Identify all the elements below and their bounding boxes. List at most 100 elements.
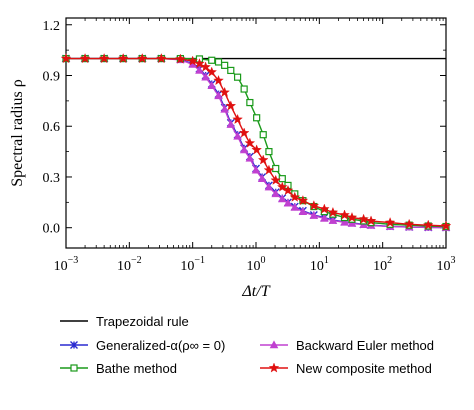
data-point <box>194 58 205 69</box>
data-point <box>309 210 319 219</box>
legend-entry: New composite method <box>260 361 432 376</box>
data-point <box>276 181 288 192</box>
data-point <box>257 174 267 182</box>
legend-entry: Backward Euler method <box>260 338 434 353</box>
data-point <box>263 164 275 175</box>
legend-label: Backward Euler method <box>296 338 434 353</box>
data-point <box>290 202 300 211</box>
x-tick-label: 103 <box>437 255 456 274</box>
y-axis-title: Spectral radius ρ <box>9 79 26 187</box>
legend-entry: Trapezoidal rule <box>60 314 189 329</box>
data-point <box>201 72 210 81</box>
data-point <box>214 58 223 66</box>
data-point <box>214 91 223 100</box>
data-point <box>384 217 396 228</box>
data-point <box>207 81 217 89</box>
data-point <box>340 217 349 226</box>
x-tick-label: 101 <box>310 255 329 274</box>
legend-swatch-marker <box>269 340 279 349</box>
data-point <box>239 145 249 154</box>
data-point <box>213 74 224 86</box>
data-point <box>259 131 267 139</box>
data-point <box>117 53 129 64</box>
data-point <box>195 65 204 74</box>
x-tick-label: 10−1 <box>180 255 205 274</box>
data-point <box>358 213 369 224</box>
data-point <box>232 113 243 124</box>
data-point <box>240 85 248 93</box>
plot-frame <box>65 17 447 249</box>
plot-area: 10−3 10−2 10−1 100 101 102 103 0.0 0.3 0.6 0.9 1.2 Δ… <box>9 17 456 300</box>
data-point <box>238 127 250 138</box>
data-point <box>297 195 309 206</box>
data-point <box>220 104 229 113</box>
y-tick-label: 0.3 <box>43 171 61 186</box>
data-point <box>270 174 282 185</box>
data-point <box>319 203 330 214</box>
x-tick-label: 10−3 <box>54 255 79 274</box>
data-point <box>271 189 281 198</box>
legend-swatch-marker <box>268 362 280 373</box>
series-line <box>66 57 447 229</box>
legend-swatch-marker <box>70 341 78 349</box>
y-tick-label: 0.6 <box>43 120 61 135</box>
data-point <box>257 154 269 165</box>
legend-label: Generalized-α(ρ∞ = 0) <box>96 338 225 353</box>
data-point <box>225 100 237 111</box>
data-point <box>283 198 293 207</box>
data-point <box>208 56 216 64</box>
data-point <box>339 209 350 220</box>
data-point <box>264 182 274 191</box>
data-point <box>403 218 415 229</box>
series-3 <box>62 54 450 231</box>
legend: Trapezoidal rule Generalized-α(ρ∞ = 0) Bat… <box>60 314 434 376</box>
data-point <box>246 98 254 107</box>
data-point <box>233 131 242 140</box>
data-point <box>308 200 320 211</box>
data-point <box>440 220 452 231</box>
data-point <box>233 73 242 81</box>
data-point <box>200 61 211 72</box>
data-point <box>206 66 218 77</box>
data-point <box>244 137 256 148</box>
data-point <box>79 53 91 64</box>
data-point <box>422 219 434 230</box>
y-tick-label: 1.2 <box>43 19 61 34</box>
data-point <box>265 148 273 156</box>
legend-label: New composite method <box>296 361 432 376</box>
data-point <box>346 211 358 223</box>
data-point <box>245 153 255 162</box>
series-line <box>66 57 447 228</box>
legend-label: Trapezoidal rule <box>96 314 189 329</box>
data-point <box>282 184 294 196</box>
data-point <box>136 53 148 64</box>
x-tick-label: 102 <box>373 255 392 274</box>
data-point <box>187 55 198 66</box>
y-tick-label: 0.9 <box>43 70 61 85</box>
data-point <box>227 66 235 75</box>
data-point <box>347 218 357 227</box>
x-tick-label: 10−2 <box>117 255 142 274</box>
legend-swatch-marker <box>70 364 78 372</box>
series-4 <box>60 53 452 231</box>
data-point <box>327 206 339 217</box>
series-line <box>66 57 447 229</box>
legend-label: Bathe method <box>96 361 177 376</box>
data-point <box>175 53 186 64</box>
data-point <box>60 53 72 64</box>
legend-entry: Generalized-α(ρ∞ = 0) <box>60 338 225 353</box>
data-point <box>289 191 301 202</box>
data-point <box>156 53 167 64</box>
series-2 <box>61 53 451 231</box>
legend-entry: Bathe method <box>60 361 177 376</box>
data-point <box>277 194 287 203</box>
series-1 <box>62 54 450 232</box>
data-point <box>365 215 377 226</box>
data-point <box>251 144 262 155</box>
data-point <box>219 86 230 97</box>
data-point <box>251 165 261 174</box>
x-tick-label: 100 <box>247 255 266 274</box>
x-axis-title: Δt/T <box>241 283 270 300</box>
y-tick-label: 0.0 <box>43 222 61 237</box>
